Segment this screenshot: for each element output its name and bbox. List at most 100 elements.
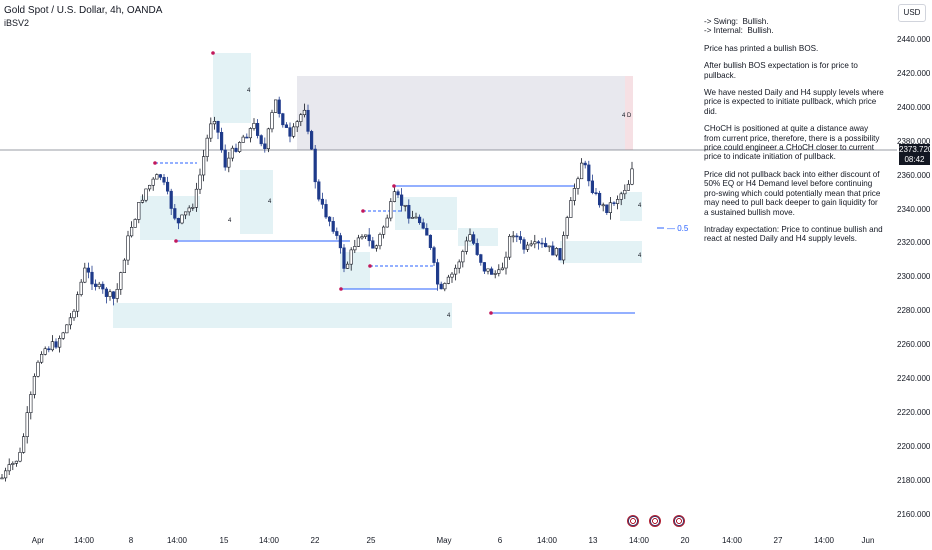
note-paragraph: We have nested Daily and H4 supply level… xyxy=(704,88,887,116)
us-event-icon[interactable] xyxy=(673,515,685,527)
indicator-name[interactable]: iBSV2 xyxy=(4,18,30,28)
candle-body xyxy=(389,201,393,219)
candle-body xyxy=(399,194,404,206)
zone-tag: 4 xyxy=(228,218,232,224)
candle-body xyxy=(191,206,195,209)
candle-body xyxy=(234,147,238,152)
candle-body xyxy=(43,348,47,355)
current-price-value: 2373.720 xyxy=(899,145,932,154)
candle-body xyxy=(529,243,533,246)
candle-body xyxy=(7,464,11,472)
time-axis-label: 25 xyxy=(366,536,376,545)
candle-body xyxy=(468,234,472,242)
us-event-icon[interactable] xyxy=(649,515,661,527)
candle-body xyxy=(533,241,537,245)
candle-body xyxy=(367,234,371,242)
candle-body xyxy=(76,294,80,312)
candle-body xyxy=(295,121,299,128)
candle-body xyxy=(50,341,54,351)
candle-body xyxy=(407,204,411,219)
candle-body xyxy=(302,109,307,116)
swing-high-dot xyxy=(392,184,396,188)
candle-body xyxy=(623,190,627,195)
candle-body xyxy=(288,127,292,137)
candle-body xyxy=(176,217,181,224)
candle-body xyxy=(435,262,440,285)
candle-body xyxy=(205,137,209,157)
swing-bias: -> Swing: Bullish. xyxy=(704,17,769,26)
candle-body xyxy=(425,227,429,236)
current-price-tag: 2373.720 08:42 xyxy=(899,144,932,165)
candle-body xyxy=(320,198,325,205)
swing-low-dot xyxy=(339,287,343,291)
candle-body xyxy=(612,202,616,205)
candle-body xyxy=(579,162,584,180)
candle-body xyxy=(428,234,433,248)
price-axis-label: 2280.000 xyxy=(897,306,931,316)
candle-body xyxy=(216,121,220,133)
price-axis-label: 2400.000 xyxy=(897,102,931,112)
price-axis-label: 2360.000 xyxy=(897,170,931,180)
candle-body xyxy=(587,164,591,182)
candle-body xyxy=(220,132,224,151)
candle-body xyxy=(551,245,555,256)
candle-body xyxy=(540,242,544,245)
time-axis-label: 20 xyxy=(680,536,690,545)
candle-body xyxy=(338,235,343,249)
daily-supply-zone xyxy=(297,76,633,150)
candle-body xyxy=(403,204,407,207)
candle-body xyxy=(284,124,289,128)
candle-body xyxy=(32,375,36,395)
price-axis-label: 2240.000 xyxy=(897,374,931,383)
candle-body xyxy=(119,272,123,290)
candle-body xyxy=(97,283,101,287)
time-axis-label: 8 xyxy=(128,536,134,545)
candle-body xyxy=(79,281,83,295)
us-event-icon[interactable] xyxy=(627,515,639,527)
candle-body xyxy=(619,193,623,200)
swing-high-dot xyxy=(153,161,157,165)
candle-body xyxy=(515,235,519,238)
candle-body xyxy=(14,460,18,464)
candle-body xyxy=(518,236,522,240)
time-axis-label: 14:00 xyxy=(813,536,835,545)
candle-body xyxy=(11,463,15,465)
demand-zone xyxy=(395,197,457,230)
price-axis-label: 2340.000 xyxy=(897,204,931,214)
daily-supply-zone-edge xyxy=(625,76,633,150)
candle-body xyxy=(133,219,137,228)
swing-high-dot xyxy=(211,51,215,55)
candle-body xyxy=(547,245,551,248)
candle-body xyxy=(601,204,605,207)
candle-body xyxy=(554,248,558,256)
zone-tag: 4 xyxy=(638,203,642,209)
candle-body xyxy=(25,412,29,438)
candle-body xyxy=(108,291,112,297)
candle-body xyxy=(263,143,267,149)
candle-body xyxy=(252,123,256,129)
time-axis-label: 14:00 xyxy=(536,536,558,545)
candle-body xyxy=(21,436,26,453)
candle-body xyxy=(187,207,191,213)
candle-body xyxy=(457,261,461,269)
demand-zone xyxy=(240,170,273,234)
time-axis-label: May xyxy=(436,536,452,545)
time-axis-label: 14:00 xyxy=(721,536,743,545)
candle-body xyxy=(385,217,389,228)
candle-body xyxy=(392,191,397,202)
candle-body xyxy=(4,470,8,479)
currency-button[interactable]: USD xyxy=(898,4,926,22)
note-paragraph: CHoCH is positioned at quite a distance … xyxy=(704,124,882,162)
candle-body xyxy=(432,247,436,263)
candle-body xyxy=(169,190,173,209)
candle-body xyxy=(479,254,483,263)
candle-body xyxy=(270,112,274,130)
candle-body xyxy=(363,234,368,237)
symbol-title[interactable]: Gold Spot / U.S. Dollar, 4h, OANDA xyxy=(4,5,163,16)
price-axis-label: 2380.000 xyxy=(897,136,931,146)
candle-body xyxy=(83,267,87,283)
candle-body xyxy=(65,324,69,334)
candle-body xyxy=(180,214,184,224)
candle-body xyxy=(396,191,400,196)
